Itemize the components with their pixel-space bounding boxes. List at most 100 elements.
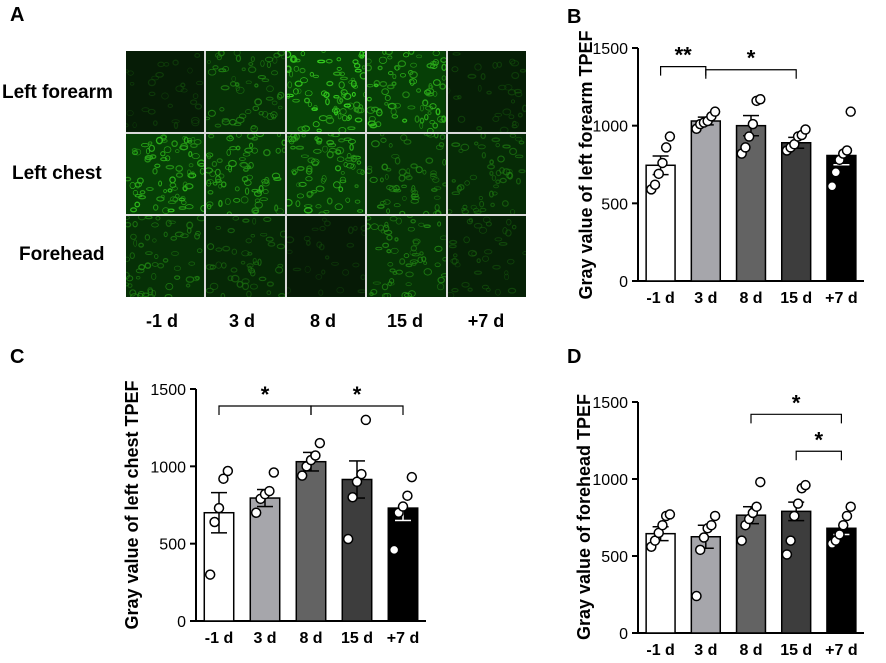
y-axis-label-d: Gray value of forehead TPEF — [574, 394, 594, 640]
data-point-c-2-4 — [314, 437, 326, 449]
bar-d-3 — [780, 510, 812, 634]
x-tick-label-c-2: 8 d — [299, 630, 322, 647]
tile-left-forearm-2 — [286, 51, 366, 132]
data-point-d-1-0 — [691, 590, 702, 602]
col-label-15d: 15 d — [386, 311, 424, 331]
y-tick-label-b-500: 500 — [601, 196, 628, 213]
data-point-d-1-1 — [694, 544, 706, 556]
col-label-8d: 8 d — [309, 311, 336, 331]
chart-c-group: 0 500 1000 1500 Gray value of left chest TPE… — [122, 380, 426, 647]
x-tick-label-d-4: +7 d — [825, 642, 857, 659]
data-point-c-0-3 — [218, 473, 229, 484]
x-tick-label-d-3: 15 d — [780, 642, 812, 659]
row-label-left-forearm: Left forearm — [2, 82, 113, 103]
data-point-d-2-5 — [755, 476, 766, 488]
data-point-c-4-0 — [388, 544, 400, 556]
tile-forehead-0 — [126, 216, 205, 297]
x-tick-label-c-1: 3 d — [253, 630, 276, 647]
data-point-b-2-3 — [747, 118, 759, 130]
x-tick-label-b-0: -1 d — [646, 290, 674, 307]
data-point-b-0-2 — [653, 168, 664, 180]
sig-bracket-d-0 — [750, 413, 842, 424]
panel-letter-a: A — [10, 4, 25, 26]
data-point-d-1-4 — [706, 519, 717, 531]
x-tick-label-d-0: -1 d — [646, 642, 674, 659]
x-tick-label-b-4: +7 d — [825, 290, 857, 307]
panel-letter-d: D — [567, 346, 582, 368]
sig-bracket-d-1 — [795, 450, 842, 461]
data-point-c-3-1 — [347, 492, 358, 503]
x-tick-label-c-4: +7 d — [387, 630, 419, 647]
tile-left-chest-0 — [126, 133, 205, 215]
bar-b-1 — [690, 120, 722, 282]
x-tick-label-d-1: 3 d — [694, 642, 717, 659]
col-label-3d: 3 d — [228, 311, 255, 331]
microscopy-image-grid — [126, 51, 526, 297]
y-tick-label-d-500: 500 — [601, 549, 628, 566]
tile-forehead-2 — [286, 216, 366, 297]
data-point-d-2-0 — [736, 535, 747, 546]
y-axis-label-b: Gray value of left forearm TPEF — [576, 30, 596, 299]
bar-b-3 — [780, 142, 812, 282]
data-point-c-4-2 — [397, 501, 409, 512]
y-tick-label-b-0: 0 — [619, 274, 628, 291]
bar-c-4 — [387, 507, 419, 622]
x-tick-label-d-2: 8 d — [739, 642, 762, 659]
x-tick-label-c-0: -1 d — [205, 630, 233, 647]
bar-b-4 — [826, 154, 857, 282]
tile-left-chest-3 — [367, 133, 446, 215]
data-point-c-0-0 — [204, 569, 216, 580]
sig-bracket-c-1 — [310, 405, 404, 416]
y-tick-label-c-1500: 1500 — [150, 382, 186, 399]
y-axis-label-c: Gray value of left chest TPEF — [122, 380, 142, 629]
sig-bracket-b-0 — [660, 66, 707, 76]
x-tick-label-b-1: 3 d — [694, 290, 717, 307]
y-tick-label-c-0: 0 — [177, 614, 186, 631]
panel-letter-b: B — [567, 6, 582, 28]
data-point-b-4-1 — [830, 167, 842, 178]
data-point-d-0-5 — [664, 509, 676, 520]
tile-forehead-3 — [367, 216, 446, 297]
data-point-d-2-4 — [751, 501, 762, 512]
data-point-c-2-0 — [296, 470, 308, 481]
y-tick-label-d-0: 0 — [619, 626, 628, 643]
data-point-b-0-5 — [664, 131, 676, 142]
data-point-b-4-5 — [845, 106, 856, 117]
sig-label-b-1: * — [747, 46, 756, 71]
tile-left-chest-2 — [286, 133, 366, 215]
data-point-b-4-0 — [826, 180, 838, 192]
data-point-b-2-5 — [755, 94, 766, 105]
data-point-d-1-5 — [709, 510, 721, 522]
bar-c-2 — [295, 460, 327, 622]
data-point-b-2-1 — [740, 142, 751, 153]
data-point-d-4-5 — [845, 501, 856, 512]
data-point-d-4-3 — [838, 519, 849, 531]
data-point-b-4-4 — [841, 145, 853, 156]
data-point-b-3-5 — [800, 124, 811, 135]
data-point-d-3-3 — [792, 498, 804, 509]
data-point-c-4-3 — [402, 490, 413, 501]
tile-left-forearm-0 — [126, 51, 205, 132]
sig-bracket-b-1 — [705, 69, 797, 79]
data-point-c-3-2 — [351, 476, 363, 488]
tile-left-forearm-3 — [367, 51, 446, 132]
data-point-c-1-0 — [250, 507, 262, 518]
x-tick-label-c-3: 15 d — [341, 630, 373, 647]
data-point-d-3-0 — [781, 549, 793, 560]
x-tick-label-b-2: 8 d — [739, 290, 762, 307]
y-tick-label-c-1000: 1000 — [150, 459, 186, 476]
bar-c-3 — [341, 478, 373, 622]
data-point-c-3-3 — [356, 468, 367, 480]
col-label-minus-1d: -1 d — [145, 311, 178, 331]
data-point-c-2-3 — [310, 450, 321, 461]
data-point-c-3-4 — [360, 414, 372, 426]
sig-label-b-0: ** — [675, 43, 693, 68]
row-label-left-chest: Left chest — [12, 163, 102, 184]
sig-label-c-1: * — [353, 382, 362, 407]
data-point-c-0-4 — [222, 465, 234, 477]
data-point-d-3-2 — [789, 510, 800, 522]
panel-letter-c: C — [10, 346, 25, 368]
data-point-d-4-2 — [834, 529, 845, 540]
tile-left-forearm-1 — [206, 51, 285, 132]
